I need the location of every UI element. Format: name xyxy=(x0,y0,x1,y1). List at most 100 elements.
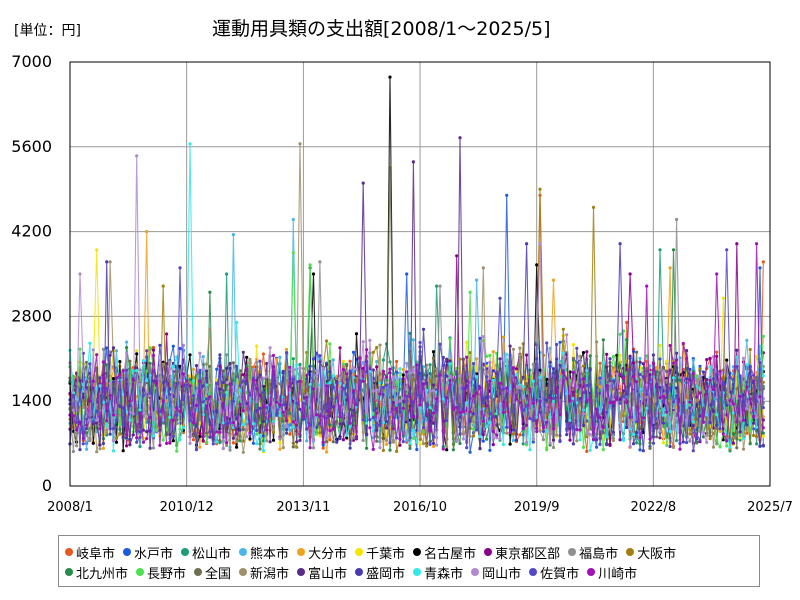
legend-marker xyxy=(65,568,73,576)
data-point xyxy=(341,367,345,372)
data-point xyxy=(761,260,765,264)
legend-row-2: 北九州市 長野市 全国 新潟市 富山市 盛岡市 青森市 岡山市 佐賀市 川崎市 xyxy=(65,562,645,582)
data-point xyxy=(148,373,152,377)
data-point xyxy=(531,362,535,367)
data-point xyxy=(341,359,345,363)
data-point xyxy=(71,393,75,398)
data-point xyxy=(308,364,312,368)
data-point xyxy=(448,359,452,363)
y-tick-label: 7000 xyxy=(11,52,52,71)
data-point xyxy=(228,434,232,438)
data-point xyxy=(375,360,379,364)
data-point xyxy=(118,432,122,436)
data-point xyxy=(595,438,599,442)
data-point xyxy=(628,393,632,397)
data-point xyxy=(105,419,109,423)
data-point xyxy=(281,403,285,407)
data-point xyxy=(752,433,756,438)
data-point xyxy=(715,426,719,430)
data-point xyxy=(691,423,695,428)
data-point xyxy=(625,320,629,325)
data-point xyxy=(498,357,502,361)
data-point xyxy=(268,346,272,350)
data-point xyxy=(91,348,95,352)
data-point xyxy=(268,403,272,407)
data-point xyxy=(398,443,402,447)
data-point xyxy=(618,401,622,405)
data-point xyxy=(345,436,349,440)
data-point xyxy=(161,284,165,288)
data-point xyxy=(78,388,82,392)
data-point xyxy=(631,433,636,437)
data-point xyxy=(605,420,609,424)
data-point xyxy=(488,420,492,425)
data-point xyxy=(258,433,262,437)
data-point xyxy=(475,375,479,379)
legend-marker xyxy=(239,548,248,556)
data-point xyxy=(561,351,565,355)
data-point xyxy=(598,361,602,365)
data-point xyxy=(375,365,379,369)
data-point xyxy=(568,427,572,431)
data-point xyxy=(241,373,245,377)
data-point xyxy=(695,417,699,421)
data-point xyxy=(608,427,612,431)
data-point xyxy=(305,427,309,431)
data-point xyxy=(145,349,149,353)
data-point xyxy=(165,362,169,366)
data-point xyxy=(78,448,82,452)
data-point xyxy=(711,400,716,404)
data-point xyxy=(88,436,92,440)
data-point xyxy=(215,381,219,385)
data-point xyxy=(541,426,546,430)
data-point xyxy=(265,361,269,366)
data-point xyxy=(538,428,542,432)
data-point xyxy=(231,361,235,365)
data-point xyxy=(325,384,329,388)
data-point xyxy=(218,374,222,378)
data-point xyxy=(171,344,175,348)
data-point xyxy=(435,397,439,401)
data-point xyxy=(118,373,122,377)
data-point xyxy=(151,417,156,421)
legend-label: 岐阜市 xyxy=(76,546,116,562)
data-point xyxy=(168,392,172,396)
data-point xyxy=(121,424,125,428)
data-point xyxy=(748,397,752,401)
data-point xyxy=(248,431,252,435)
data-point xyxy=(188,441,192,445)
data-point xyxy=(755,375,759,380)
data-point xyxy=(761,374,765,378)
data-point xyxy=(85,380,89,384)
data-point xyxy=(161,399,165,403)
legend-item: 東京都区部 xyxy=(484,542,560,562)
data-point xyxy=(261,352,265,356)
data-point xyxy=(431,389,436,393)
data-point xyxy=(421,382,426,386)
data-point xyxy=(378,392,382,396)
data-point xyxy=(745,407,749,411)
data-point xyxy=(285,419,289,423)
data-point xyxy=(215,440,219,444)
data-point xyxy=(238,428,242,432)
data-point xyxy=(571,426,576,430)
data-point xyxy=(238,439,242,443)
data-point xyxy=(108,427,112,431)
data-point xyxy=(368,426,372,430)
data-point xyxy=(111,427,116,431)
data-point xyxy=(468,290,472,294)
data-point xyxy=(141,393,145,397)
data-point xyxy=(508,387,512,391)
data-point xyxy=(448,337,452,341)
data-point xyxy=(275,400,279,404)
data-point xyxy=(118,360,122,364)
data-point xyxy=(135,436,139,440)
data-point xyxy=(565,333,569,337)
data-point xyxy=(238,402,242,406)
data-point xyxy=(291,217,295,222)
data-point xyxy=(185,379,189,383)
data-point xyxy=(111,380,116,384)
data-point xyxy=(251,441,255,445)
data-point xyxy=(635,350,639,354)
data-point xyxy=(95,421,99,425)
